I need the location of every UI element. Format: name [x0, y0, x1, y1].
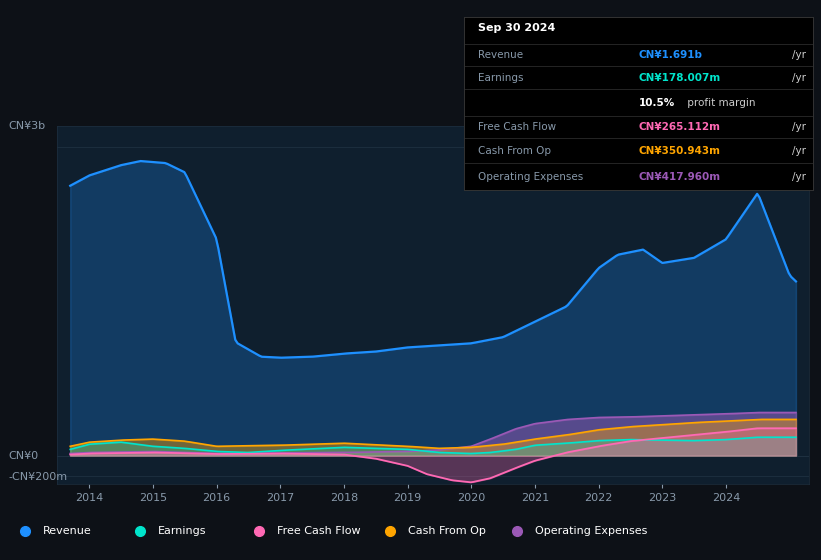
- Text: /yr: /yr: [791, 146, 806, 156]
- Text: Operating Expenses: Operating Expenses: [478, 172, 583, 182]
- Text: profit margin: profit margin: [684, 98, 755, 108]
- Text: Earnings: Earnings: [158, 526, 206, 536]
- Text: CN¥0: CN¥0: [8, 451, 39, 461]
- Text: CN¥417.960m: CN¥417.960m: [639, 172, 721, 182]
- Text: /yr: /yr: [791, 50, 806, 60]
- Text: Revenue: Revenue: [478, 50, 523, 60]
- Text: CN¥3b: CN¥3b: [8, 121, 45, 131]
- Text: /yr: /yr: [791, 73, 806, 82]
- Text: Free Cash Flow: Free Cash Flow: [478, 122, 556, 132]
- Text: Cash From Op: Cash From Op: [478, 146, 551, 156]
- Text: CN¥350.943m: CN¥350.943m: [639, 146, 720, 156]
- Text: Operating Expenses: Operating Expenses: [535, 526, 648, 536]
- Text: CN¥265.112m: CN¥265.112m: [639, 122, 720, 132]
- Text: /yr: /yr: [791, 122, 806, 132]
- Text: Revenue: Revenue: [43, 526, 91, 536]
- Text: -CN¥200m: -CN¥200m: [8, 472, 67, 482]
- Text: Cash From Op: Cash From Op: [408, 526, 486, 536]
- Text: Free Cash Flow: Free Cash Flow: [277, 526, 360, 536]
- Text: Earnings: Earnings: [478, 73, 523, 82]
- Text: CN¥1.691b: CN¥1.691b: [639, 50, 702, 60]
- Text: Sep 30 2024: Sep 30 2024: [478, 23, 555, 33]
- Text: 10.5%: 10.5%: [639, 98, 675, 108]
- Text: CN¥178.007m: CN¥178.007m: [639, 73, 721, 82]
- Text: /yr: /yr: [791, 172, 806, 182]
